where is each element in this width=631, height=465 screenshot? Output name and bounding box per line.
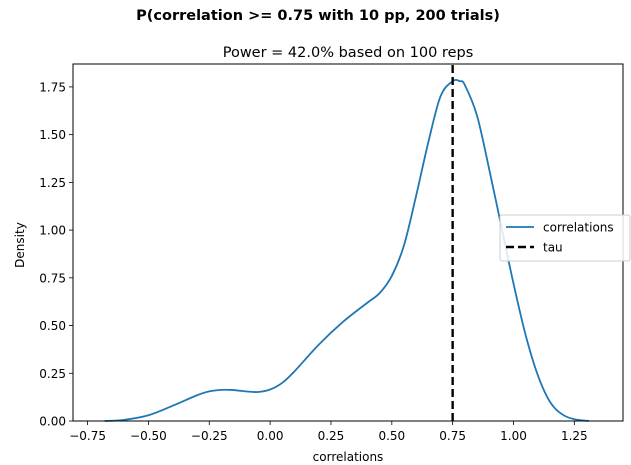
x-tick-label: 1.00 [500, 429, 527, 443]
y-axis-label: Density [13, 222, 27, 268]
chart-title: Power = 42.0% based on 100 reps [223, 45, 474, 61]
y-axis: 0.00 0.25 0.50 0.75 1.00 1.25 1.50 1.75 [39, 80, 73, 429]
legend-label-tau: tau [543, 241, 563, 255]
y-tick-label: 0.00 [39, 415, 66, 429]
x-tick-label: 0.25 [318, 429, 345, 443]
x-tick-label: 0.50 [378, 429, 405, 443]
x-axis-label: correlations [313, 450, 384, 464]
y-tick-label: 0.25 [39, 367, 66, 381]
x-tick-label: 1.25 [561, 429, 588, 443]
y-tick-label: 0.50 [39, 319, 66, 333]
plot-area [104, 64, 590, 422]
y-tick-label: 1.50 [39, 128, 66, 142]
chart-suptitle: P(correlation >= 0.75 with 10 pp, 200 tr… [136, 8, 500, 24]
series-line-correlations [104, 79, 590, 422]
y-tick-label: 1.75 [39, 80, 66, 94]
x-tick-label: 0.75 [439, 429, 466, 443]
x-tick-label: −0.75 [69, 429, 106, 443]
y-tick-label: 1.25 [39, 176, 66, 190]
y-tick-label: 1.00 [39, 224, 66, 238]
x-tick-label: −0.50 [130, 429, 167, 443]
x-tick-label: −0.25 [191, 429, 228, 443]
y-tick-label: 0.75 [39, 271, 66, 285]
x-tick-label: 0.00 [257, 429, 284, 443]
x-axis: −0.75 −0.50 −0.25 0.00 0.25 0.50 0.75 1.00 1.25 [69, 421, 588, 443]
legend: correlations tau [499, 214, 631, 262]
legend-label-correlations: correlations [543, 221, 614, 235]
